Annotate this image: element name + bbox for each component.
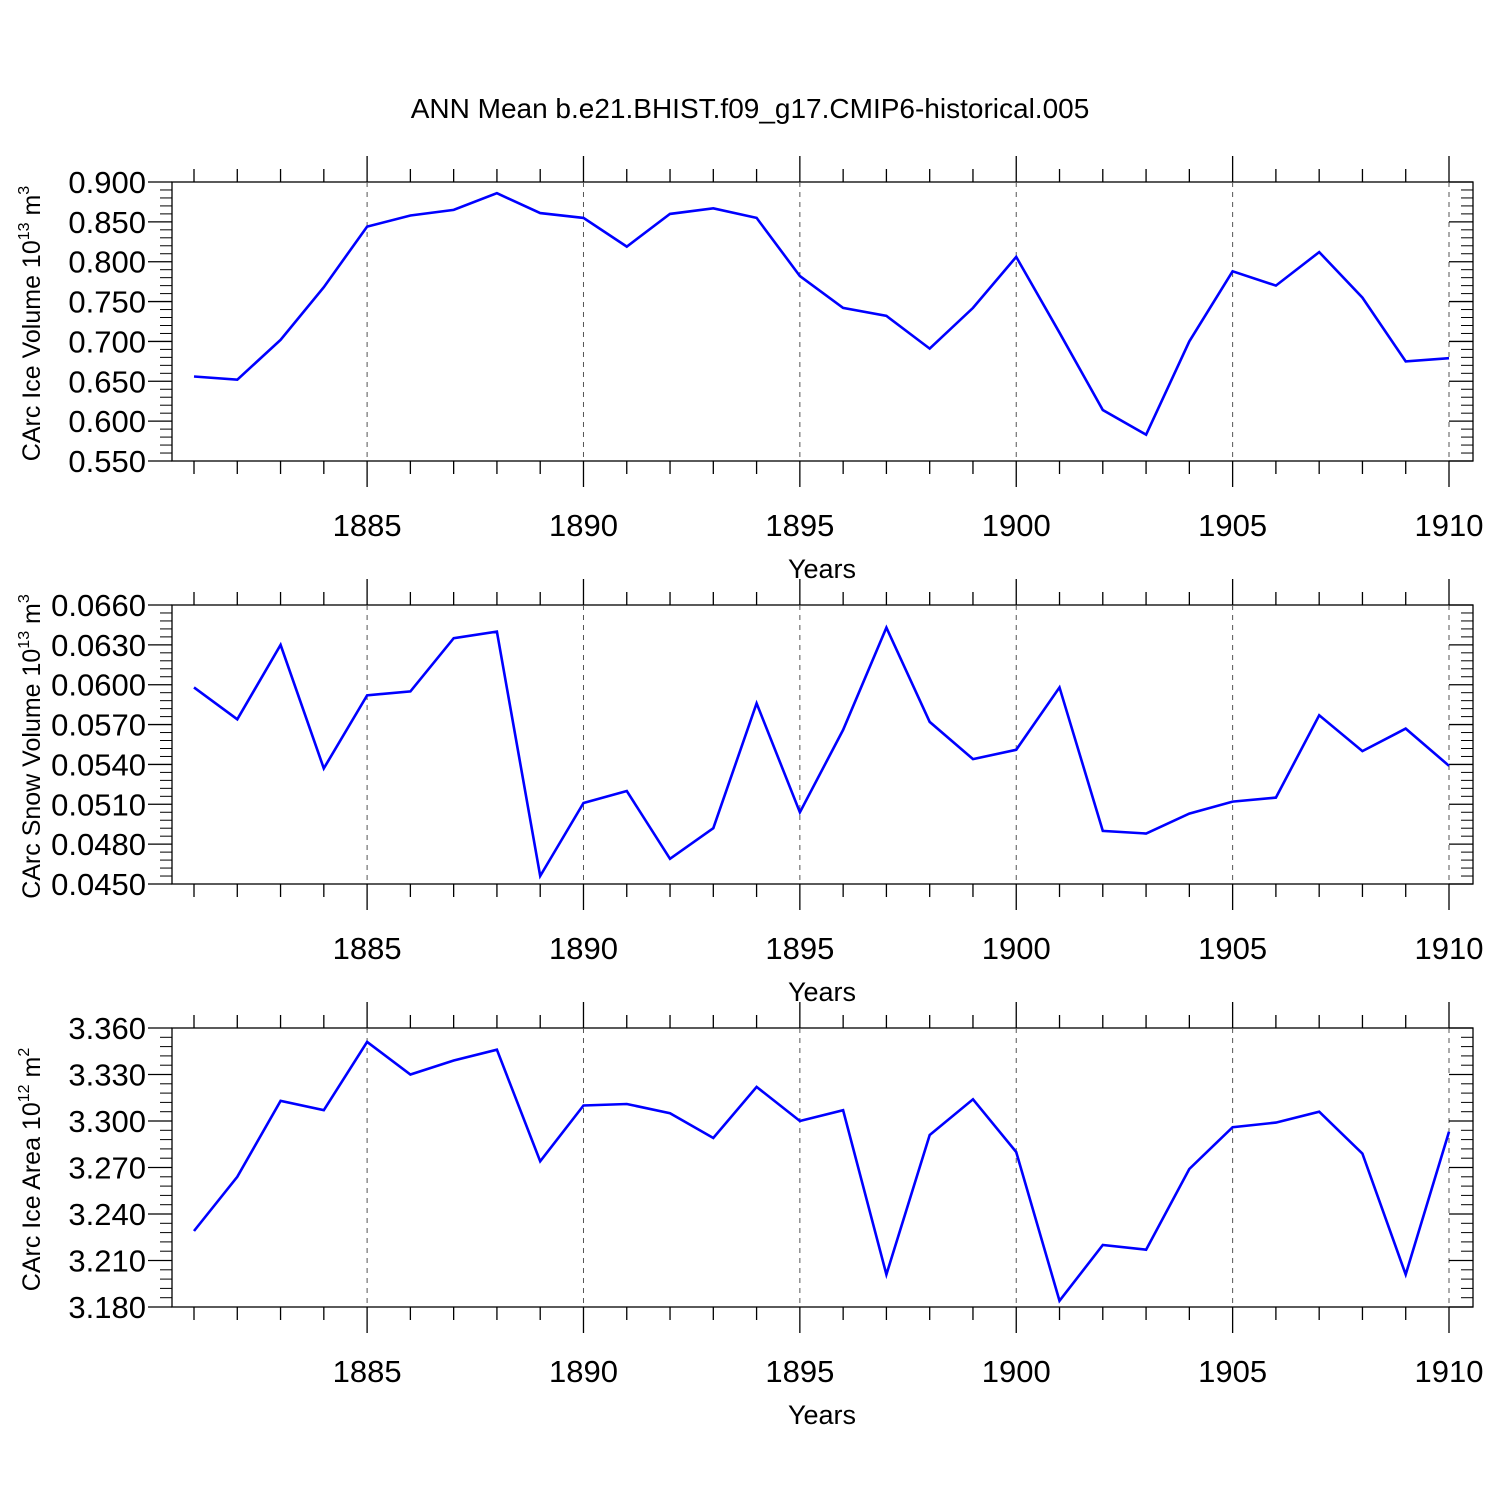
- y-axis-label-part: m: [18, 195, 46, 223]
- y-axis-label-part: 3: [16, 186, 33, 195]
- y-tick-label: 0.750: [68, 285, 146, 320]
- y-tick-label: 3.210: [68, 1244, 146, 1279]
- y-tick-label: 3.270: [68, 1151, 146, 1186]
- x-axis-label: Years: [788, 1400, 856, 1430]
- x-tick-label: 1910: [1415, 1354, 1484, 1389]
- x-tick-label: 1910: [1415, 508, 1484, 543]
- y-tick-label: 3.300: [68, 1104, 146, 1139]
- y-tick-label: 0.0600: [51, 668, 146, 703]
- x-tick-label: 1895: [765, 508, 834, 543]
- y-tick-label: 0.900: [68, 165, 146, 200]
- plot-frame: [171, 604, 1474, 885]
- x-tick-label: 1890: [549, 1354, 618, 1389]
- x-axis-label: Years: [788, 554, 856, 584]
- y-axis-label-part: 13: [16, 631, 33, 649]
- y-axis-label-part: m: [18, 603, 46, 631]
- x-tick-label: 1905: [1198, 1354, 1267, 1389]
- x-tick-label: 1890: [549, 508, 618, 543]
- series-line: [192, 1040, 1451, 1304]
- x-tick-label: 1905: [1198, 931, 1267, 966]
- y-tick-label: 3.240: [68, 1197, 146, 1232]
- y-tick-label: 0.0630: [51, 628, 146, 663]
- x-tick-label: 1895: [765, 931, 834, 966]
- series-line: [193, 624, 1450, 880]
- y-tick-label: 0.650: [68, 364, 146, 399]
- x-tick-label: 1905: [1198, 508, 1267, 543]
- y-tick-label: 0.0660: [51, 588, 146, 623]
- x-axis-label: Years: [788, 977, 856, 1007]
- y-tick-label: 0.0450: [51, 867, 146, 902]
- y-axis-label-part: CArc Ice Volume 10: [18, 240, 46, 461]
- figure-title: ANN Mean b.e21.BHIST.f09_g17.CMIP6-histo…: [411, 93, 1090, 124]
- x-tick-label: 1890: [549, 931, 618, 966]
- y-tick-label: 0.0570: [51, 708, 146, 743]
- y-axis-label-part: CArc Snow Volume 10: [18, 649, 46, 899]
- y-tick-label: 0.600: [68, 404, 146, 439]
- x-tick-label: 1895: [765, 1354, 834, 1389]
- x-tick-label: 1910: [1415, 931, 1484, 966]
- y-tick-label: 0.700: [68, 324, 146, 359]
- y-tick-label: 3.330: [68, 1058, 146, 1093]
- y-axis-label-part: CArc Ice Area 10: [18, 1102, 46, 1291]
- y-tick-label: 0.800: [68, 245, 146, 280]
- y-axis-label-part: 3: [16, 594, 33, 603]
- x-tick-label: 1885: [333, 508, 402, 543]
- panel-ice-volume: 1885 1890 1895 1900 1905 1910 Years 0.900 0.850 0…: [16, 156, 1483, 584]
- y-axis-label: CArc Ice Volume 1013 m3: [16, 186, 46, 462]
- y-tick-label: 3.180: [68, 1290, 146, 1325]
- x-tick-label: 1900: [982, 1354, 1051, 1389]
- y-tick-label: 0.0480: [51, 827, 146, 862]
- y-tick-label: 0.550: [68, 444, 146, 479]
- panel-snow-volume: 1885 1890 1895 1900 1905 1910 Years 0.0660 0.063…: [16, 579, 1483, 1007]
- x-tick-label: 1900: [982, 508, 1051, 543]
- y-axis-label-part: m: [18, 1057, 46, 1085]
- y-axis-label: CArc Ice Area 1012 m2: [16, 1048, 46, 1292]
- x-tick-label: 1885: [333, 1354, 402, 1389]
- y-tick-label: 3.360: [68, 1011, 146, 1046]
- panel-ice-area: 1885 1890 1895 1900 1905 1910 Years 3.360 3.330 3…: [16, 1002, 1483, 1430]
- x-tick-label: 1900: [982, 931, 1051, 966]
- y-axis-label-part: 13: [16, 222, 33, 240]
- y-tick-label: 0.0540: [51, 747, 146, 782]
- y-tick-label: 0.850: [68, 205, 146, 240]
- y-axis-label-part: 12: [16, 1084, 33, 1102]
- y-axis-label-part: 2: [16, 1048, 33, 1057]
- y-tick-label: 0.0510: [51, 787, 146, 822]
- series-line: [193, 191, 1450, 437]
- plot-frame: [171, 181, 1474, 462]
- x-tick-label: 1885: [333, 931, 402, 966]
- y-axis-label: CArc Snow Volume 1013 m3: [16, 594, 46, 899]
